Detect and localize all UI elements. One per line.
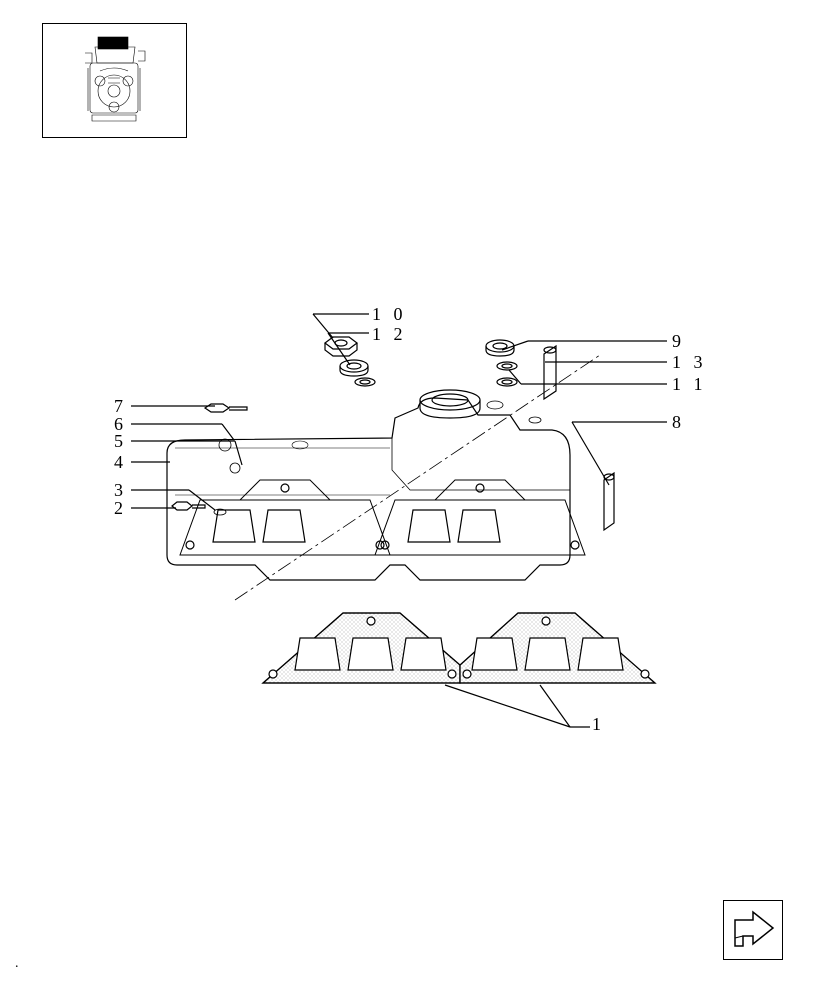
callout-2: 2 <box>114 498 127 519</box>
footer-mark: . <box>15 956 19 972</box>
callout-1: 1 <box>592 714 605 735</box>
callout-12: 1 2 <box>372 324 407 345</box>
continuation-icon <box>723 900 783 960</box>
callout-4: 4 <box>114 452 127 473</box>
callout-13: 1 3 <box>672 352 707 373</box>
callout-3: 3 <box>114 480 127 501</box>
callout-6: 6 <box>114 414 127 435</box>
callout-11: 1 1 <box>672 374 707 395</box>
callout-7: 7 <box>114 396 127 417</box>
callout-8: 8 <box>672 412 685 433</box>
callout-9: 9 <box>672 331 685 352</box>
callout-10: 1 0 <box>372 304 407 325</box>
